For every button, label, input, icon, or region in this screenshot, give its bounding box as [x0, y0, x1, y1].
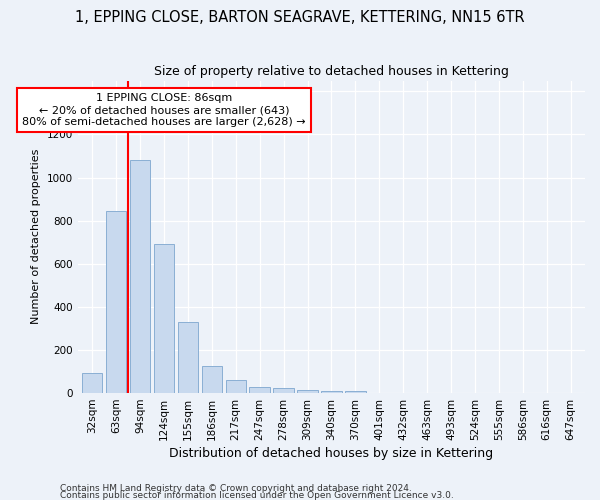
Text: Contains HM Land Registry data © Crown copyright and database right 2024.: Contains HM Land Registry data © Crown c… — [60, 484, 412, 493]
Bar — [154, 244, 174, 393]
Bar — [274, 388, 294, 393]
Y-axis label: Number of detached properties: Number of detached properties — [31, 149, 41, 324]
Bar — [202, 366, 222, 393]
Text: 1 EPPING CLOSE: 86sqm
← 20% of detached houses are smaller (643)
80% of semi-det: 1 EPPING CLOSE: 86sqm ← 20% of detached … — [22, 94, 306, 126]
Text: 1, EPPING CLOSE, BARTON SEAGRAVE, KETTERING, NN15 6TR: 1, EPPING CLOSE, BARTON SEAGRAVE, KETTER… — [75, 10, 525, 25]
Bar — [250, 386, 270, 393]
X-axis label: Distribution of detached houses by size in Kettering: Distribution of detached houses by size … — [169, 447, 493, 460]
Bar — [130, 160, 150, 393]
Bar — [226, 380, 246, 393]
Text: Contains public sector information licensed under the Open Government Licence v3: Contains public sector information licen… — [60, 491, 454, 500]
Bar — [178, 322, 198, 393]
Bar — [321, 391, 341, 393]
Bar — [298, 390, 317, 393]
Bar — [106, 212, 126, 393]
Bar — [82, 372, 103, 393]
Bar — [345, 391, 365, 393]
Title: Size of property relative to detached houses in Kettering: Size of property relative to detached ho… — [154, 65, 509, 78]
